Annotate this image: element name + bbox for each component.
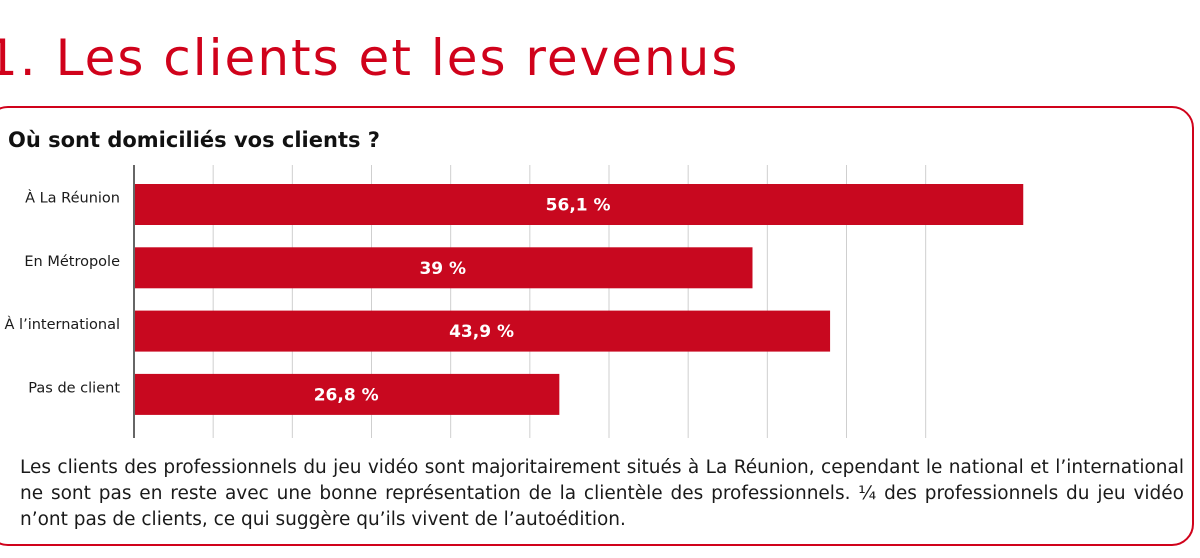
bar [135, 247, 753, 289]
bar [135, 310, 831, 352]
value-label: 26,8 % [314, 385, 379, 405]
chart-value-labels: 56,1 % 39 % 43,9 % 26,8 % [314, 196, 611, 406]
chart-bars [135, 184, 1024, 415]
bar-chart: À La Réunion En Métropole À l’internationa… [5, 165, 1024, 438]
category-label: À La Réunion [25, 190, 120, 207]
chart-category-labels: À La Réunion En Métropole À l’internationa… [5, 190, 121, 397]
chart-title: Où sont domiciliés vos clients ? [8, 128, 380, 152]
bar [135, 184, 1024, 225]
value-label: 43,9 % [449, 322, 514, 342]
value-label: 39 % [419, 259, 466, 279]
value-label: 56,1 % [546, 196, 611, 216]
content-card [0, 106, 1194, 546]
category-label: À l’international [5, 316, 120, 333]
bar [135, 373, 560, 415]
category-label: Pas de client [28, 380, 120, 396]
chart-caption: Les clients des professionnels du jeu vi… [20, 457, 1184, 530]
section-title: 1. Les clients et les revenus [0, 29, 740, 87]
category-label: En Métropole [24, 254, 120, 270]
